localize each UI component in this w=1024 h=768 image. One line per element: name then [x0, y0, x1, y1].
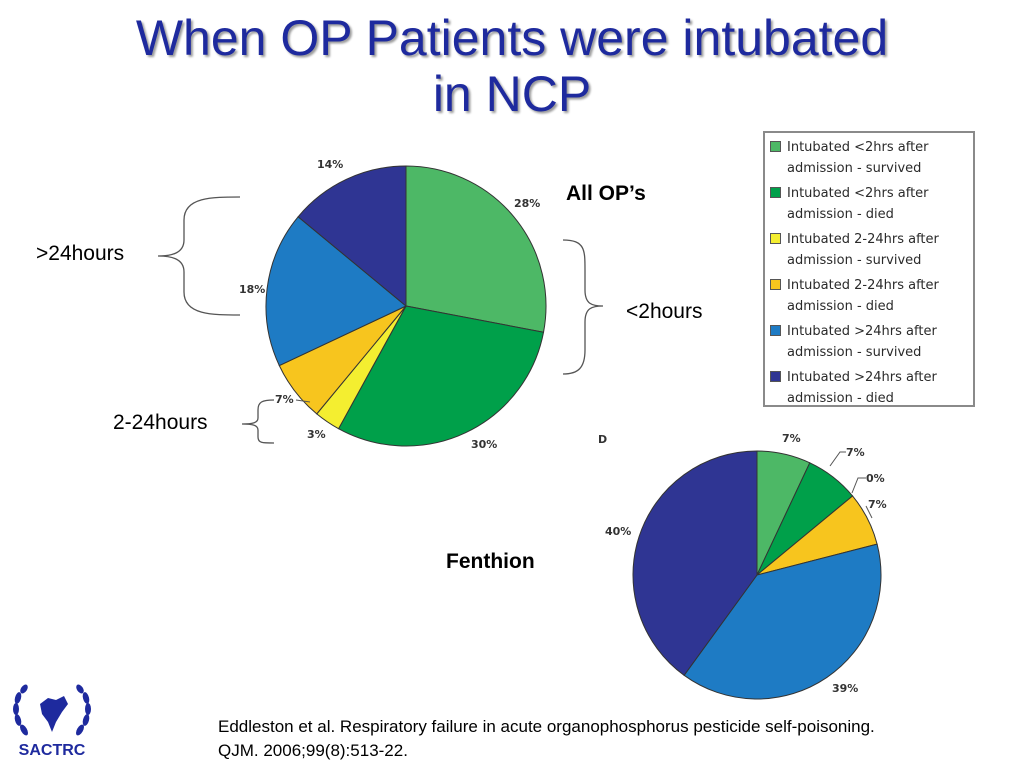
slice-leader-line [851, 477, 866, 494]
pie-slice [297, 165, 407, 308]
slice-leader-line [865, 505, 873, 519]
slice-value-label: 30% [471, 438, 497, 451]
slice-value-label: 40% [605, 525, 631, 538]
slice-value-label: 7% [275, 393, 294, 406]
slice-value-label: 18% [239, 283, 265, 296]
brace-under-2h [562, 239, 604, 375]
slice-value-label: 28% [514, 197, 540, 210]
panel-letter-d: D [598, 433, 607, 446]
legend-label-line2: admission - died [787, 207, 894, 222]
citation-line1: Eddleston et al. Respiratory failure in … [218, 717, 875, 736]
slice-value-label: 7% [846, 446, 865, 459]
slice-value-label: 0% [866, 472, 885, 485]
slide-title-line1: When OP Patients were intubated [135, 10, 889, 66]
slice-value-label: 7% [782, 432, 801, 445]
citation: Eddleston et al. Respiratory failure in … [218, 715, 1018, 763]
legend-label-line2: admission - died [787, 299, 894, 314]
legend-swatch [770, 233, 781, 244]
legend-swatch [770, 141, 781, 152]
pie-fenthion: 7%7%0%7%39%40% [605, 432, 887, 700]
pie-slice [683, 543, 882, 700]
legend-swatch [770, 325, 781, 336]
brace-2-24h [241, 399, 275, 444]
slice-value-label: 3% [307, 428, 326, 441]
pie-slice [337, 305, 545, 447]
logo-text: SACTRC [18, 742, 86, 759]
slice-value-label: 7% [868, 498, 887, 511]
slice-leader-line [295, 399, 311, 403]
chart-legend: Intubated <2hrs after admission - survive… [763, 131, 975, 407]
wreath-icon [13, 684, 91, 736]
pie-slice [265, 216, 407, 367]
legend-swatch [770, 187, 781, 198]
legend-label-line2: admission - survived [787, 345, 922, 360]
citation-line2: QJM. 2006;99(8):513-22. [218, 741, 408, 760]
legend-swatch [770, 279, 781, 290]
legend-label-line1: Intubated >24hrs after [787, 370, 937, 385]
pie-slice [632, 450, 758, 677]
legend-label-line1: Intubated <2hrs after [787, 186, 929, 201]
label-under-2-hours: <2hours [626, 300, 703, 323]
slice-value-label: 39% [832, 682, 858, 695]
legend-label-line1: Intubated 2-24hrs after [787, 278, 939, 293]
slide-title: When OP Patients were intubated in NCP [0, 10, 1024, 122]
slice-leader-line [829, 451, 846, 467]
legend-swatch [770, 371, 781, 382]
label-2-24-hours: 2-24hours [113, 411, 208, 434]
pie-all-ops: 28% 30% 3% 7% 18% 14% [239, 158, 547, 451]
pie-slice [405, 165, 547, 333]
legend-label-line2: admission - died [787, 391, 894, 406]
legend-label-line1: Intubated <2hrs after [787, 140, 929, 155]
legend-label-line2: admission - survived [787, 253, 922, 268]
legend-label-line1: Intubated 2-24hrs after [787, 232, 939, 247]
slice-value-label: 14% [317, 158, 343, 171]
brace-over-24h [157, 196, 241, 316]
slide-title-line2: in NCP [432, 66, 592, 122]
sactrc-logo: SACTRC [4, 682, 114, 768]
label-fenthion: Fenthion [446, 550, 535, 573]
label-over-24-hours: >24hours [36, 242, 125, 265]
legend-label-line1: Intubated >24hrs after [787, 324, 937, 339]
label-all-ops: All OP’s [566, 182, 646, 205]
legend-label-line2: admission - survived [787, 161, 922, 176]
